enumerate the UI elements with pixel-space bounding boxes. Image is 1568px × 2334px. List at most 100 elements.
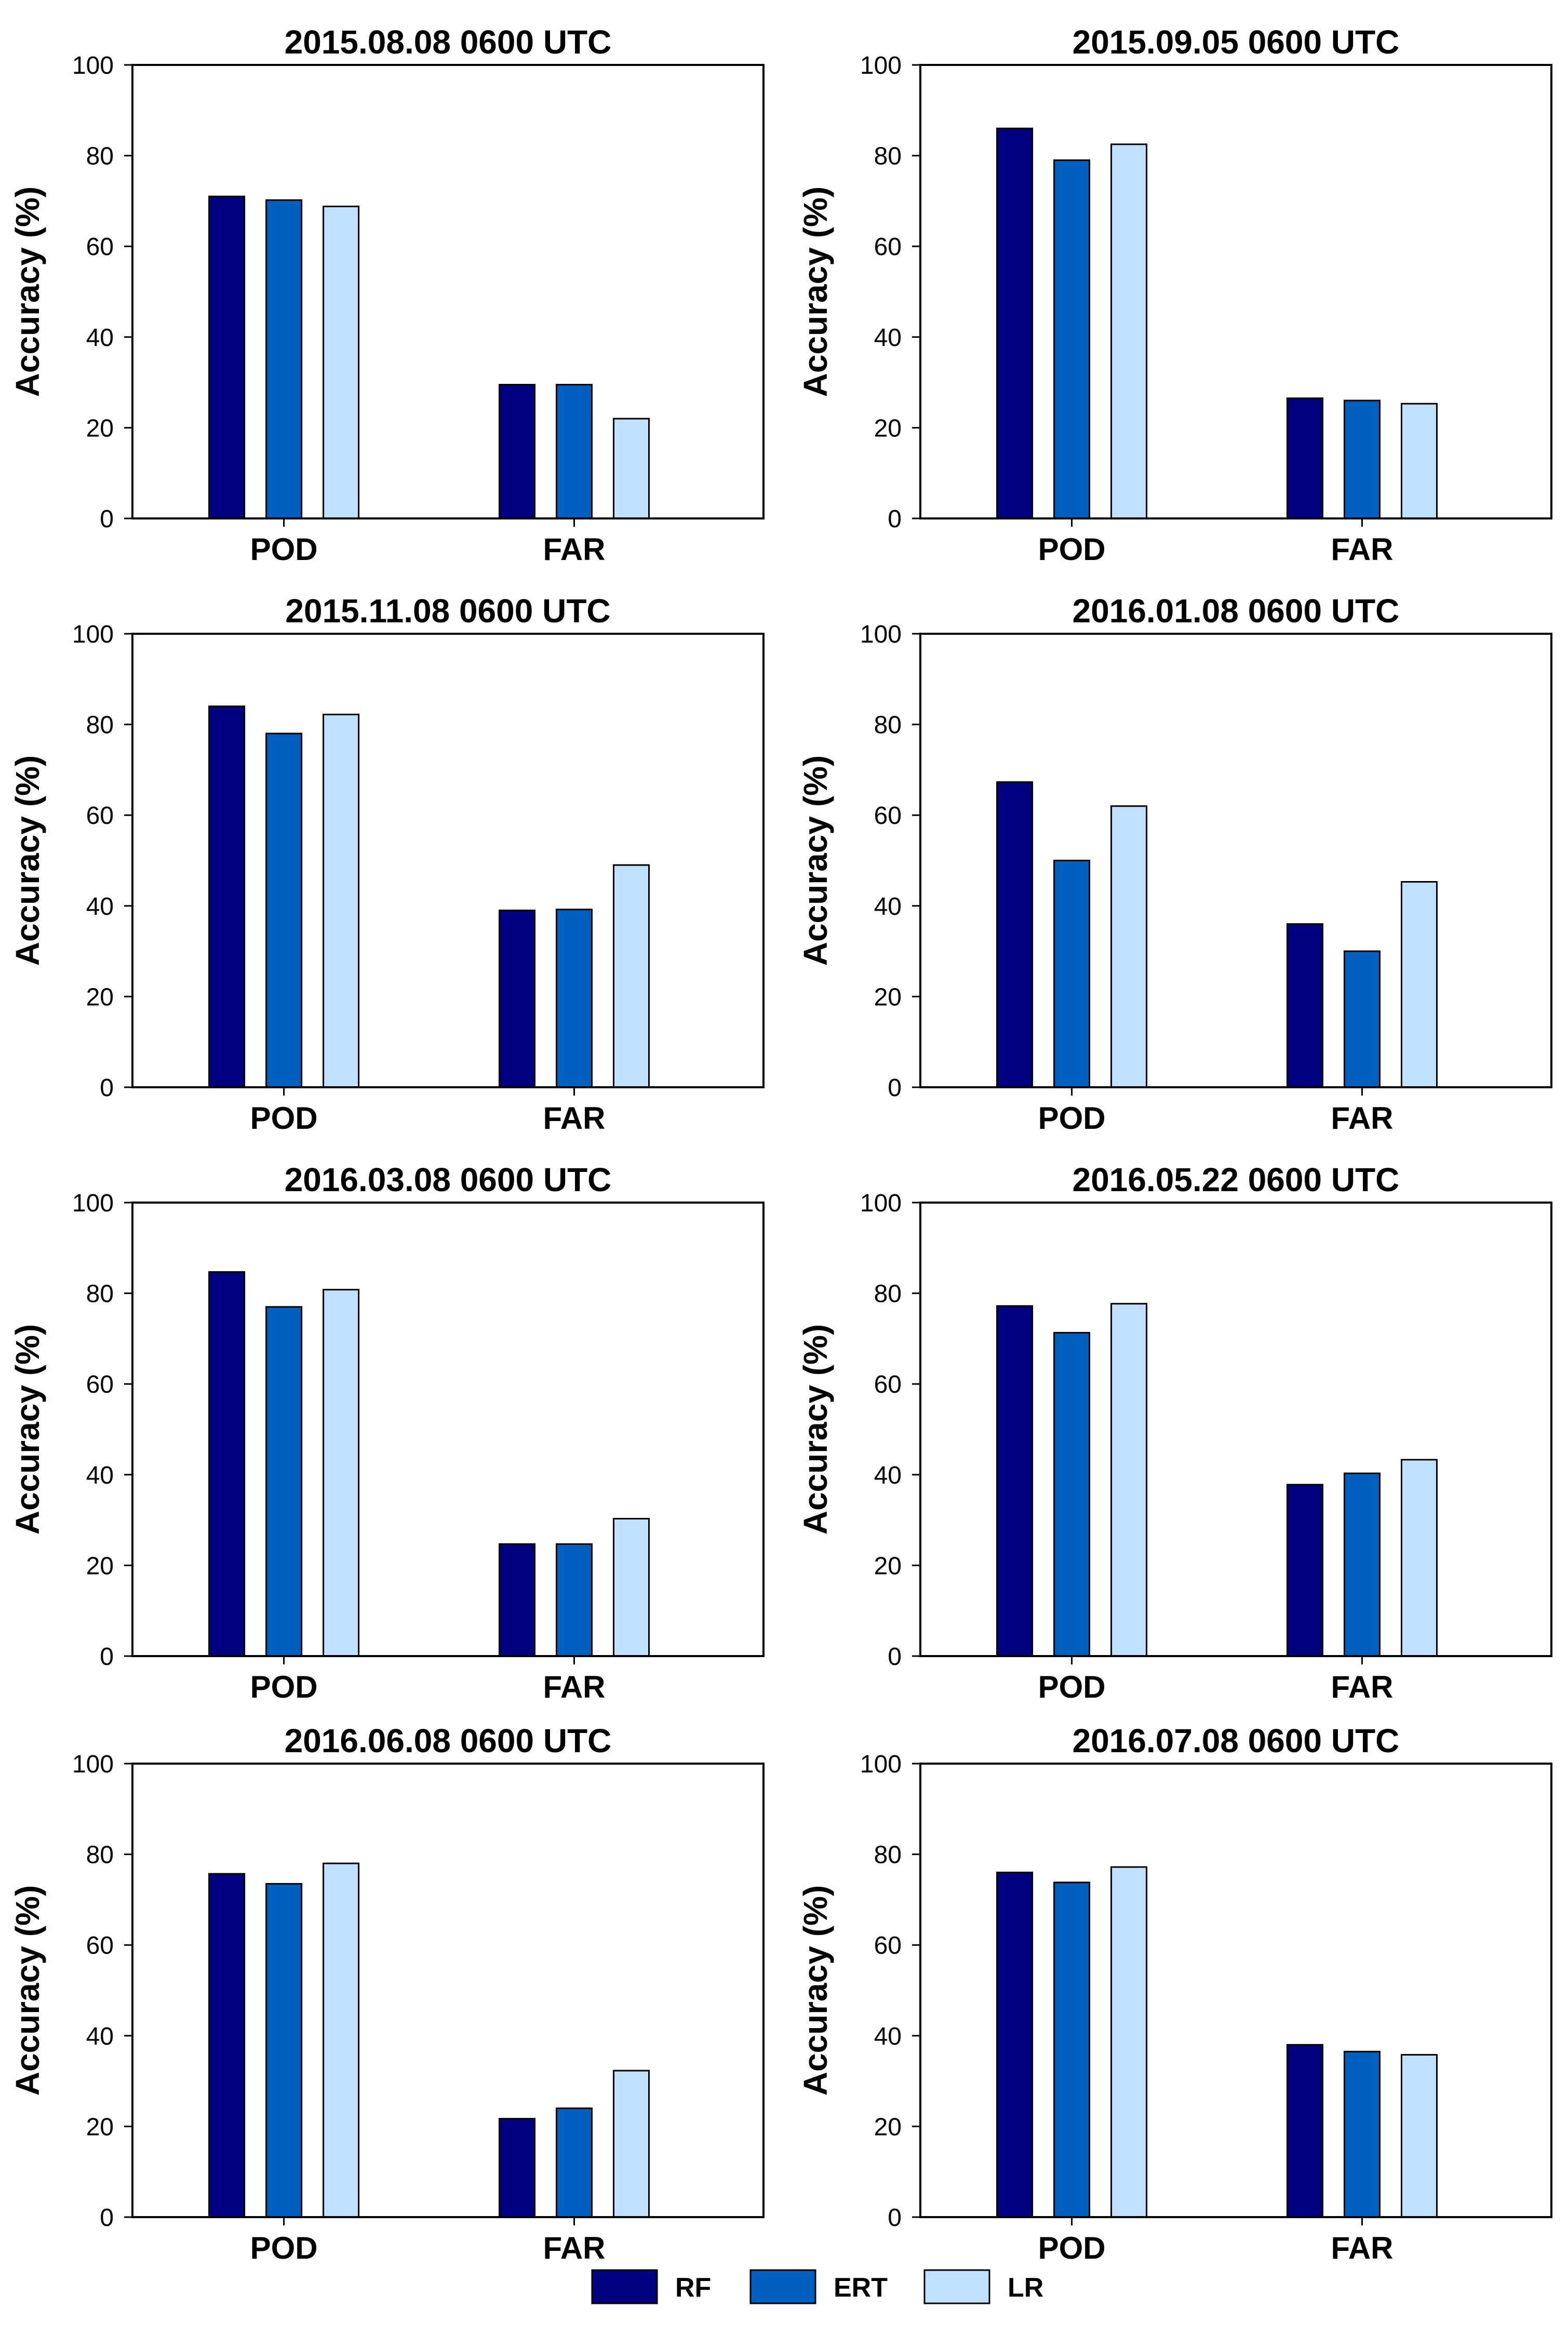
legend-swatch-lr <box>923 2269 990 2304</box>
bar-ert-pod <box>1053 159 1091 519</box>
bar-lr-far <box>1401 2053 1438 2218</box>
y-tick-label: 100 <box>860 1751 902 1778</box>
y-tick-label: 20 <box>86 2113 114 2141</box>
plot-frame <box>131 633 765 1088</box>
y-tick-label: 0 <box>100 505 114 533</box>
bar-rf-far <box>499 2118 535 2218</box>
y-tick-label: 0 <box>888 1074 902 1102</box>
y-axis-label: Accuracy (%) <box>9 755 46 966</box>
chart-panel: 2016.01.08 0600 UTC Accuracy (%) 0 20 40 60 80… <box>797 592 1552 1136</box>
bar-rf-pod <box>208 1271 246 1657</box>
plot-frame <box>919 1763 1552 2218</box>
x-tick-label: FAR <box>1331 1101 1393 1136</box>
y-tick-label: 40 <box>86 893 114 921</box>
bar-ert-far <box>556 1543 593 1657</box>
plot-frame <box>131 1202 765 1657</box>
chart-panel: 2015.08.08 0600 UTC Accuracy (%) 0 20 40 60 80… <box>9 23 765 567</box>
bar-lr-far <box>613 418 650 519</box>
y-tick-label: 20 <box>874 2113 902 2141</box>
y-tick-label: 40 <box>874 1462 902 1489</box>
y-axis-label: Accuracy (%) <box>797 755 834 966</box>
x-tick-label: POD <box>1038 1101 1106 1136</box>
y-tick-label: 40 <box>86 324 114 352</box>
bar-rf-pod <box>996 1872 1034 2218</box>
bar-ert-pod <box>265 1883 303 2218</box>
bar-ert-pod <box>1053 1332 1091 1657</box>
y-tick-label: 80 <box>874 143 902 170</box>
x-tick-label: FAR <box>1331 532 1393 567</box>
bar-ert-pod <box>1053 1882 1091 2218</box>
y-tick-label: 20 <box>874 983 902 1011</box>
bar-lr-far <box>613 2070 650 2218</box>
x-tick-label: FAR <box>543 1101 606 1136</box>
legend: RF ERT LR <box>591 2269 1043 2304</box>
bar-lr-pod <box>323 713 360 1088</box>
x-tick-label: POD <box>250 1670 318 1704</box>
bar-ert-far <box>556 383 593 519</box>
y-tick-label: 60 <box>874 1371 902 1398</box>
plot-frame <box>919 633 1552 1088</box>
chart-title: 2015.09.05 0600 UTC <box>1073 23 1400 61</box>
legend-label-ert: ERT <box>834 2273 888 2303</box>
legend-label-rf: RF <box>675 2273 711 2303</box>
y-tick-label: 0 <box>100 1074 114 1102</box>
chart-panel: 2015.09.05 0600 UTC Accuracy (%) 0 20 40 60 80… <box>797 23 1552 567</box>
bar-lr-pod <box>1110 1303 1148 1657</box>
y-tick-label: 20 <box>86 415 114 442</box>
y-axis-label: Accuracy (%) <box>9 1885 46 2096</box>
chart-title: 2016.05.22 0600 UTC <box>1073 1161 1400 1198</box>
chart-panel: 2016.03.08 0600 UTC Accuracy (%) 0 20 40 60 80… <box>9 1161 765 1704</box>
y-tick-label: 0 <box>100 1643 114 1671</box>
y-tick-label: 40 <box>874 324 902 352</box>
bar-ert-far <box>1344 950 1381 1088</box>
x-tick-label: POD <box>250 532 318 567</box>
bar-lr-pod <box>1110 1866 1148 2218</box>
y-tick-label: 100 <box>72 1190 114 1217</box>
bar-ert-pod <box>265 199 303 519</box>
charts-layer: 2015.08.08 0600 UTC Accuracy (%) 0 20 40 60 80… <box>9 23 1552 2265</box>
plot-frame <box>919 1202 1552 1657</box>
plot-frame <box>919 64 1552 519</box>
bar-ert-far <box>556 2107 593 2218</box>
y-tick-label: 80 <box>874 712 902 739</box>
y-tick-label: 100 <box>72 621 114 648</box>
y-tick-label: 100 <box>72 52 114 79</box>
y-tick-label: 40 <box>86 1462 114 1489</box>
bar-rf-far <box>1286 1484 1323 1657</box>
y-tick-label: 80 <box>874 1281 902 1308</box>
y-tick-label: 60 <box>874 802 902 830</box>
y-tick-label: 100 <box>72 1751 114 1778</box>
chart-title: 2016.03.08 0600 UTC <box>285 1161 612 1198</box>
y-tick-label: 40 <box>86 2023 114 2050</box>
y-tick-label: 100 <box>860 1190 902 1217</box>
y-tick-label: 60 <box>86 1932 114 1959</box>
y-tick-label: 40 <box>874 2023 902 2050</box>
y-tick-label: 60 <box>86 233 114 261</box>
bar-ert-far <box>1344 1472 1381 1657</box>
y-tick-label: 100 <box>860 52 902 79</box>
x-tick-label: POD <box>250 2231 318 2265</box>
chart-title: 2016.06.08 0600 UTC <box>285 1722 612 1759</box>
x-tick-label: POD <box>1038 1670 1106 1704</box>
bar-lr-pod <box>1110 805 1148 1088</box>
y-axis-label: Accuracy (%) <box>9 1324 46 1535</box>
bar-lr-pod <box>323 205 360 519</box>
bar-lr-far <box>613 1517 650 1657</box>
y-tick-label: 100 <box>860 621 902 648</box>
bar-ert-far <box>1344 2050 1381 2218</box>
y-tick-label: 0 <box>888 2204 902 2232</box>
y-tick-label: 20 <box>874 415 902 442</box>
bar-ert-pod <box>1053 860 1091 1088</box>
y-tick-label: 60 <box>874 1932 902 1959</box>
chart-title: 2016.01.08 0600 UTC <box>1073 592 1400 630</box>
chart-panel: 2016.05.22 0600 UTC Accuracy (%) 0 20 40 60 80… <box>797 1161 1552 1704</box>
bar-ert-far <box>1344 399 1381 519</box>
chart-title: 2015.08.08 0600 UTC <box>285 23 612 61</box>
bar-rf-far <box>1286 923 1323 1088</box>
bar-rf-pod <box>996 127 1034 519</box>
plot-frame <box>131 1763 765 2218</box>
x-tick-label: FAR <box>1331 2231 1393 2265</box>
x-tick-label: FAR <box>543 1670 606 1704</box>
y-axis-label: Accuracy (%) <box>797 186 834 397</box>
bar-lr-far <box>613 864 650 1088</box>
